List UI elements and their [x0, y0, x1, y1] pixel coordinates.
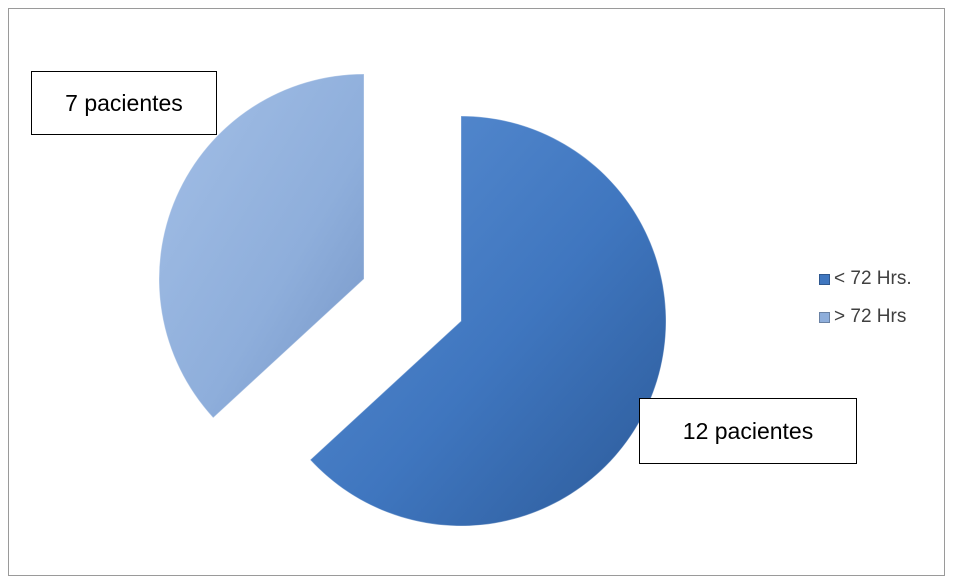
chart-frame: 12 pacientes 7 pacientes < 72 Hrs. > 72 …	[8, 8, 945, 576]
pie-chart	[158, 73, 667, 527]
legend-label-lt-72: < 72 Hrs.	[834, 268, 912, 289]
data-label-lt-72: 12 pacientes	[639, 398, 857, 464]
legend: < 72 Hrs. > 72 Hrs	[819, 267, 912, 343]
legend-swatch-gt-72	[819, 311, 830, 323]
data-label-gt-72: 7 pacientes	[31, 71, 217, 135]
legend-swatch-lt-72	[819, 273, 830, 285]
legend-item-lt-72: < 72 Hrs.	[819, 267, 912, 291]
legend-item-gt-72: > 72 Hrs	[819, 305, 912, 329]
pie-slice-gt-72	[158, 73, 365, 419]
legend-label-gt-72: > 72 Hrs	[834, 306, 907, 327]
